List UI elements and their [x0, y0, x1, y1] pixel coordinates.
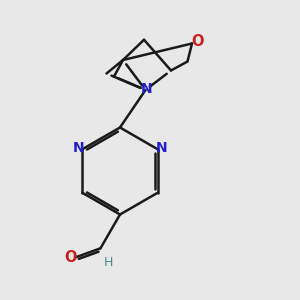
Text: N: N: [156, 141, 167, 155]
Text: N: N: [140, 82, 152, 96]
Text: O: O: [192, 34, 204, 50]
Text: N: N: [73, 141, 84, 155]
Text: H: H: [104, 256, 113, 269]
Text: O: O: [64, 250, 77, 265]
